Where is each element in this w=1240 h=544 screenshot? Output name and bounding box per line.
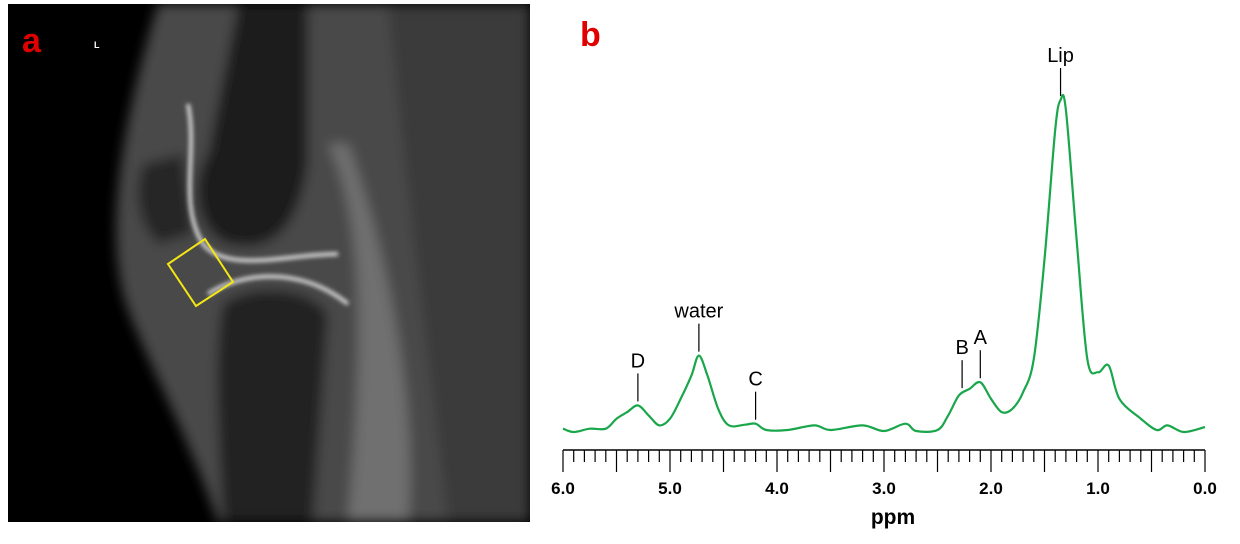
panel-label-a: a bbox=[22, 22, 41, 60]
mri-knee-sagittal-image bbox=[8, 4, 530, 522]
spectrum-line bbox=[562, 93, 1206, 434]
x-axis: 6.0 5.0 4.0 3.0 2.0 1.0 0.0 bbox=[551, 449, 1217, 498]
orientation-marker: L bbox=[94, 40, 100, 50]
peak-label-b: B bbox=[955, 337, 968, 359]
x-tick-label: 6.0 bbox=[551, 479, 575, 498]
x-tick-label: 4.0 bbox=[765, 479, 789, 498]
peak-label-d: D bbox=[631, 350, 645, 372]
peak-annotations: Lip water D C B A bbox=[631, 45, 1074, 420]
spectrum-chart: 6.0 5.0 4.0 3.0 2.0 1.0 0.0 Lip water D C B A ppm bbox=[551, 45, 1217, 529]
roi-box bbox=[166, 237, 235, 308]
x-tick-label: 5.0 bbox=[658, 479, 682, 498]
mri-image bbox=[116, 4, 530, 522]
x-tick-label: 1.0 bbox=[1086, 479, 1110, 498]
x-tick-label: 2.0 bbox=[979, 479, 1003, 498]
x-tick-label: 3.0 bbox=[872, 479, 896, 498]
x-tick-label: 0.0 bbox=[1193, 479, 1217, 498]
peak-label-water: water bbox=[673, 301, 723, 323]
peak-label-c: C bbox=[748, 369, 762, 391]
peak-label-a: A bbox=[974, 327, 988, 349]
x-axis-label: ppm bbox=[871, 506, 915, 529]
panel-label-b: b bbox=[580, 16, 601, 54]
peak-label-lip: Lip bbox=[1047, 45, 1074, 67]
